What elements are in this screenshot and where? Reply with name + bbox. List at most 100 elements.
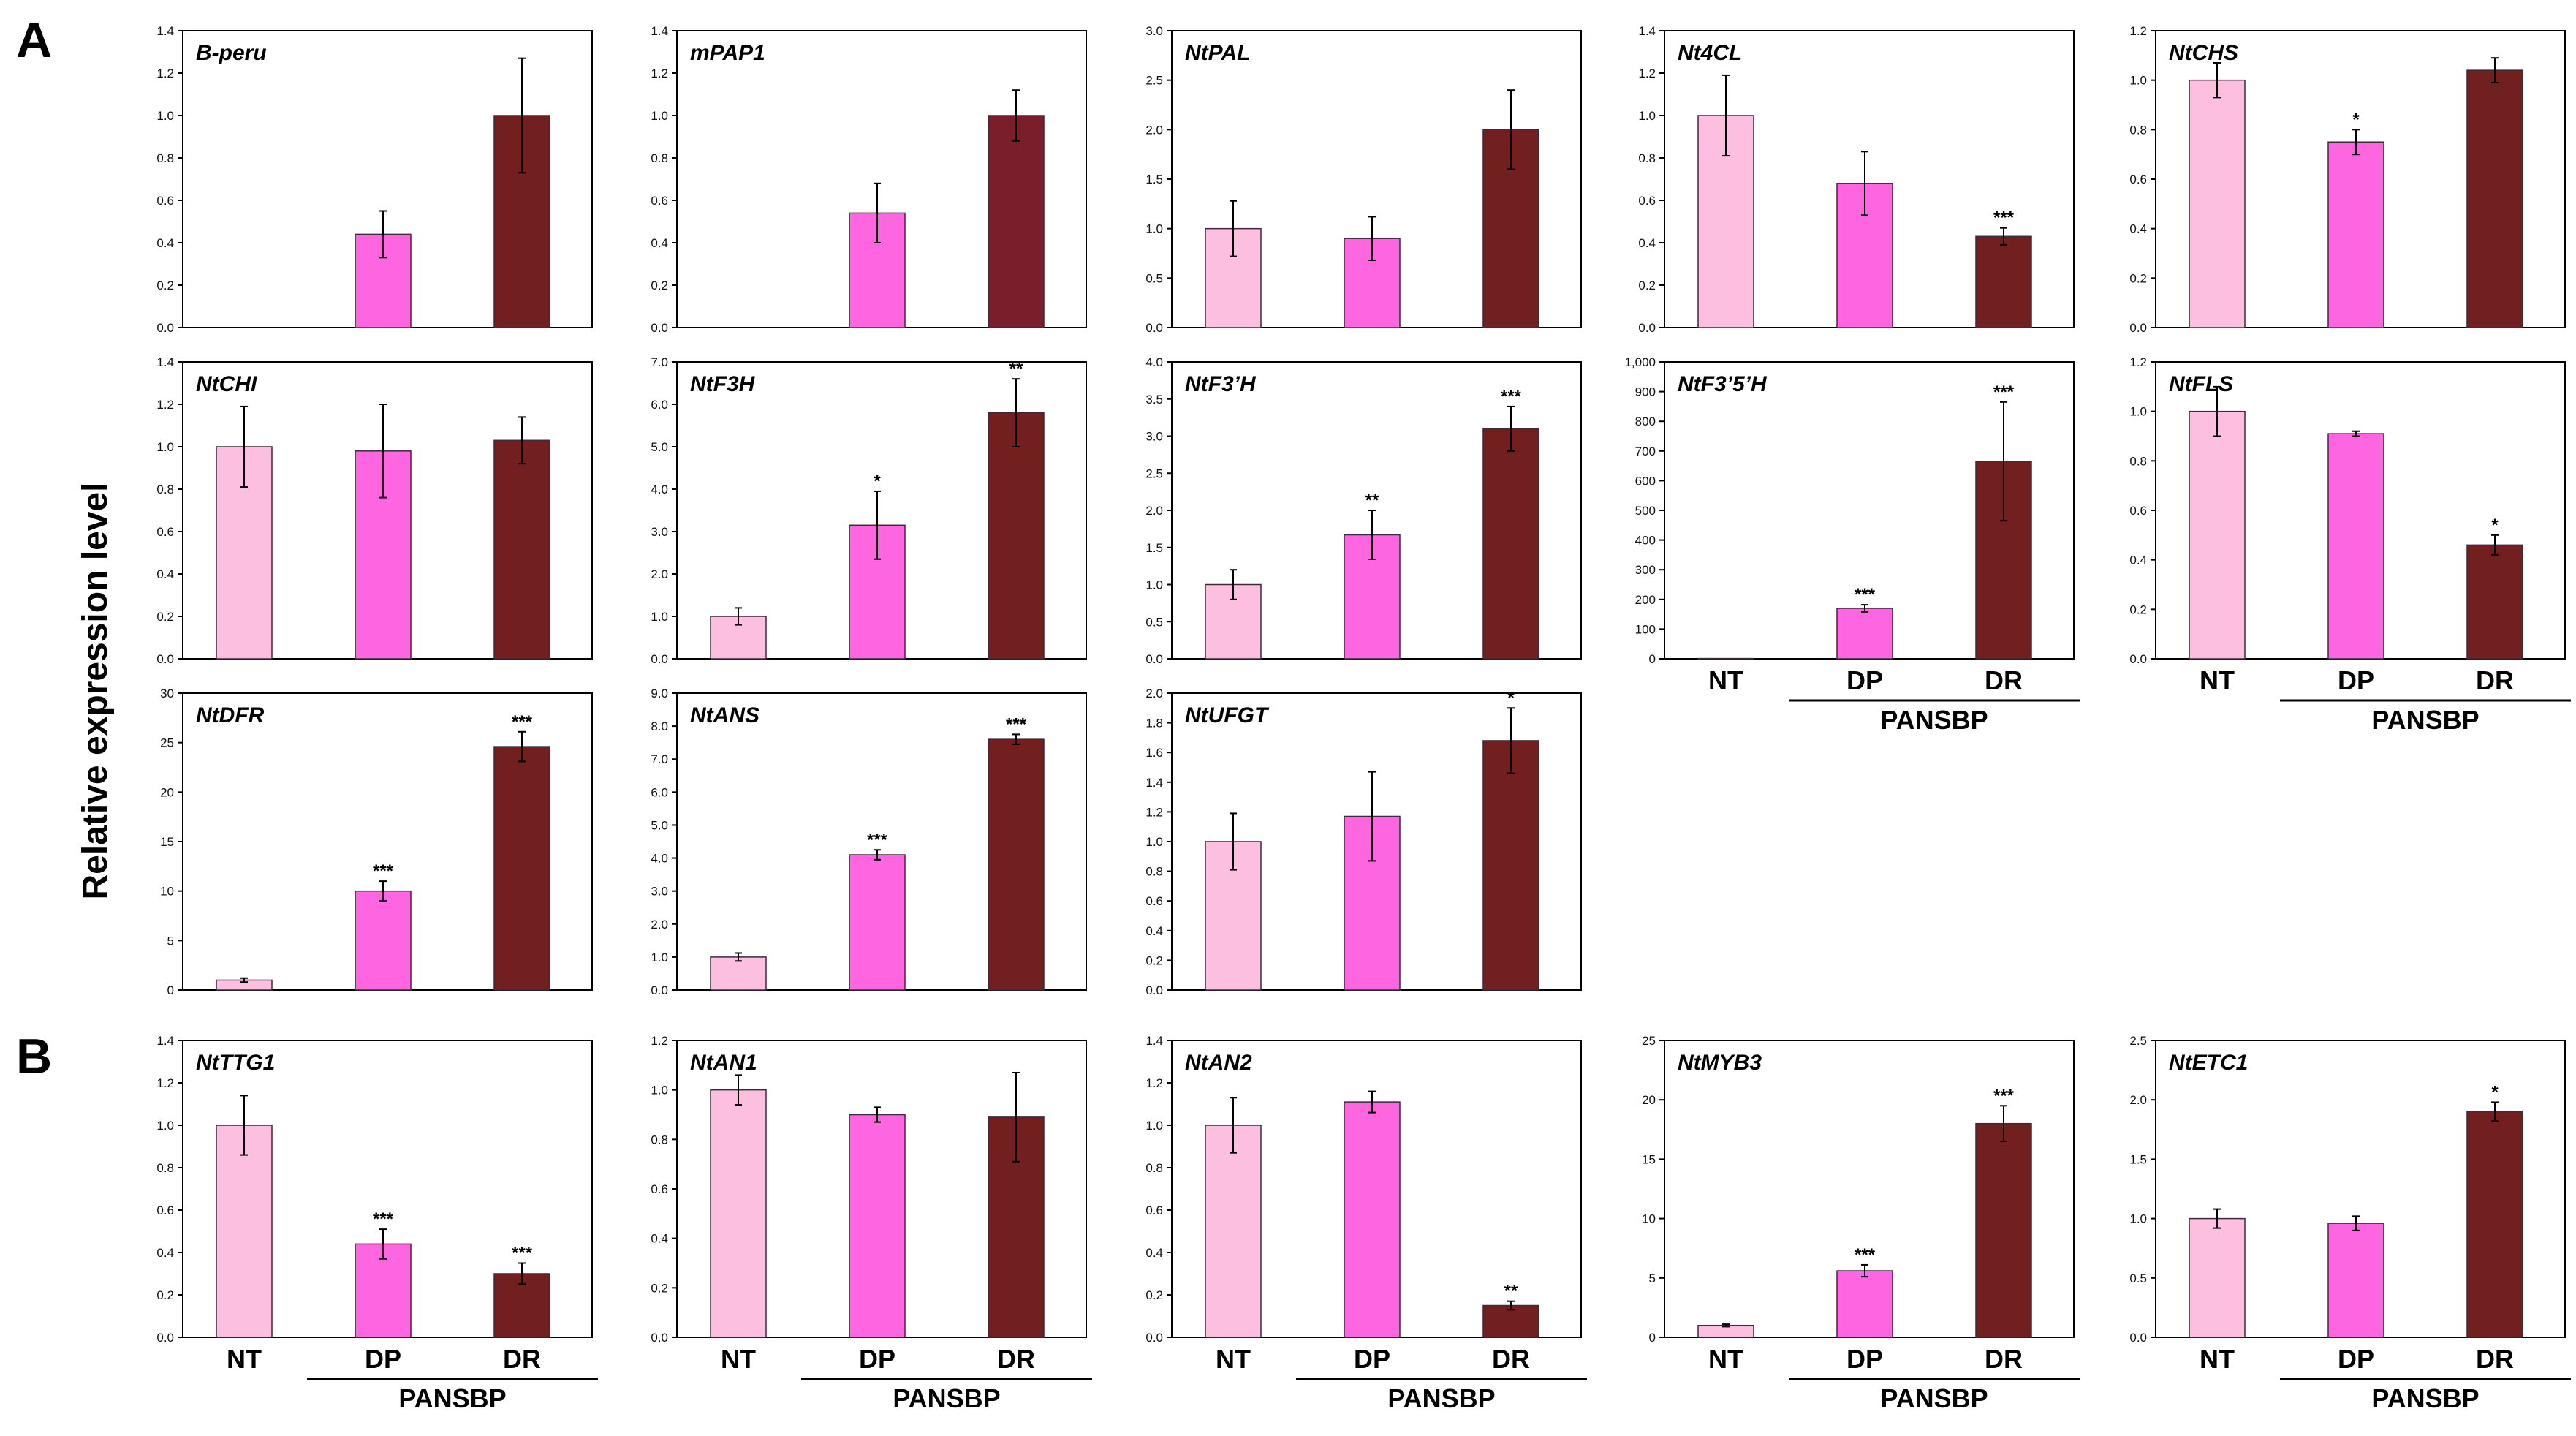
y-tick-label: 0.0	[2129, 321, 2147, 335]
y-tick-label: 2.0	[1145, 687, 1163, 700]
y-tick-label: 0.0	[1145, 321, 1163, 335]
y-tick-label: 20	[1642, 1093, 1656, 1107]
y-tick-label: 0.2	[2129, 271, 2147, 285]
y-tick-label: 0.2	[156, 610, 174, 624]
y-tick-label: 0.4	[1145, 924, 1163, 938]
y-tick-label: 3.0	[651, 525, 668, 539]
y-tick-label: 4.0	[651, 852, 668, 866]
group-label-pansbp: PANSBP	[1880, 705, 1988, 735]
y-tick-label: 0.8	[1145, 1161, 1163, 1175]
y-tick-label: 0.0	[2129, 652, 2147, 666]
y-tick-label: 2.0	[651, 918, 668, 931]
bar-dr	[493, 746, 550, 991]
chart-ntf3-5-h: 0 100 200 300 400 500 600 700 800 900 1,000 NtF3’5’…	[1624, 355, 2080, 735]
y-tick-label: 1.2	[2129, 355, 2147, 369]
y-tick-label: 9.0	[651, 687, 668, 700]
y-tick-label: 0.8	[2129, 454, 2147, 468]
y-tick-label: 3.5	[1145, 393, 1163, 407]
y-tick-label: 0.0	[156, 652, 174, 666]
gene-title: NtUFGT	[1185, 703, 1270, 728]
gene-title: NtMYB3	[1678, 1051, 1762, 1075]
y-tick-label: 400	[1635, 534, 1656, 548]
y-tick-label: 15	[160, 835, 174, 849]
significance-marker: **	[1009, 359, 1023, 379]
y-tick-label: 2.0	[1145, 504, 1163, 518]
significance-marker: ***	[512, 712, 533, 732]
group-label-pansbp: PANSBP	[398, 1383, 506, 1413]
gene-title: B-peru	[196, 41, 267, 65]
chart-ntpal: 0.0 0.5 1.0 1.5 2.0 2.5 3.0 NtPAL	[1145, 24, 1582, 335]
x-category-label-nt: NT	[1708, 1344, 1743, 1374]
y-tick-label: 0.2	[651, 1281, 668, 1295]
significance-marker: ***	[373, 1209, 394, 1229]
y-tick-label: 1.5	[1145, 541, 1163, 555]
y-tick-label: 5	[1649, 1271, 1656, 1285]
y-tick-label: 25	[1642, 1034, 1656, 1048]
x-category-label-dr: DR	[1985, 665, 2023, 695]
y-tick-label: 5.0	[651, 818, 668, 832]
y-tick-label: 0.4	[2129, 553, 2147, 567]
y-tick-label: 500	[1635, 504, 1656, 518]
x-category-label-dp: DP	[1846, 1344, 1883, 1374]
group-label-pansbp: PANSBP	[1880, 1383, 1988, 1413]
significance-marker: ***	[1501, 387, 1522, 407]
y-tick-label: 200	[1635, 593, 1656, 607]
x-category-label-dr: DR	[1492, 1344, 1530, 1374]
y-tick-label: 1.4	[1638, 24, 1656, 38]
y-tick-label: 0.0	[1145, 983, 1163, 997]
x-category-label-dp: DP	[1846, 665, 1883, 695]
y-tick-label: 800	[1635, 415, 1656, 428]
bar-nt	[1205, 227, 1262, 328]
bar-dp	[849, 1114, 906, 1338]
bar-dr	[1975, 235, 2032, 328]
bar-nt	[2189, 410, 2246, 660]
y-tick-label: 0.2	[1145, 1288, 1163, 1302]
y-tick-label: 1.4	[156, 1034, 174, 1048]
gene-title: mPAP1	[690, 41, 765, 65]
y-tick-label: 3.0	[1145, 430, 1163, 444]
bar-dr	[1975, 1122, 2032, 1338]
chart-ntufgt: 0.0 0.2 0.4 0.6 0.8 1.0 1.2 1.4 1.6 1.8 2.0 NtUFGT *	[1145, 687, 1582, 997]
bar-dr	[1482, 428, 1539, 660]
y-tick-label: 0.5	[2129, 1271, 2147, 1285]
group-label-pansbp: PANSBP	[893, 1383, 1000, 1413]
y-tick-label: 0.6	[2129, 504, 2147, 518]
y-tick-label: 0.0	[1638, 321, 1656, 335]
y-tick-label: 6.0	[651, 398, 668, 412]
y-tick-label: 1.0	[1638, 109, 1656, 123]
bar-dr	[988, 115, 1045, 328]
x-category-label-dr: DR	[997, 1344, 1035, 1374]
bar-dr	[493, 439, 550, 660]
y-tick-label: 0.8	[1638, 151, 1656, 165]
y-tick-label: 1.6	[1145, 746, 1163, 760]
y-tick-label: 2.5	[2129, 1034, 2147, 1048]
gene-title: NtETC1	[2169, 1051, 2248, 1075]
bar-dr	[2466, 1111, 2523, 1338]
y-tick-label: 7.0	[651, 752, 668, 766]
y-tick-label: 20	[160, 785, 174, 799]
y-tick-label: 15	[1642, 1152, 1656, 1166]
chart-ntfls: 0.0 0.2 0.4 0.6 0.8 1.0 1.2 NtFLS * NT DP DR PANSBP	[2129, 355, 2571, 735]
y-tick-label: 0.8	[156, 1161, 174, 1175]
y-tick-label: 2.5	[1145, 466, 1163, 480]
x-category-label-dp: DP	[365, 1344, 401, 1374]
y-tick-label: 1.8	[1145, 717, 1163, 730]
y-tick-label: 1.0	[651, 951, 668, 964]
y-tick-label: 2.0	[1145, 123, 1163, 137]
y-tick-label: 0.6	[156, 1203, 174, 1217]
y-tick-label: 2.5	[1145, 74, 1163, 88]
gene-title: NtANS	[690, 703, 759, 728]
group-label-pansbp: PANSBP	[2371, 705, 2479, 735]
y-tick-label: 0.8	[651, 151, 668, 165]
y-tick-label: 0.6	[156, 525, 174, 539]
y-tick-label: 4.0	[651, 483, 668, 496]
y-tick-label: 900	[1635, 385, 1656, 399]
y-tick-label: 0.0	[651, 652, 668, 666]
y-tick-label: 1.0	[2129, 405, 2147, 419]
bar-dr	[2466, 69, 2523, 328]
significance-marker: *	[2352, 110, 2360, 129]
y-tick-label: 100	[1635, 622, 1656, 636]
y-tick-label: 0.8	[1145, 865, 1163, 879]
gene-title: NtCHS	[2169, 41, 2238, 65]
y-tick-label: 1.0	[1145, 1119, 1163, 1133]
